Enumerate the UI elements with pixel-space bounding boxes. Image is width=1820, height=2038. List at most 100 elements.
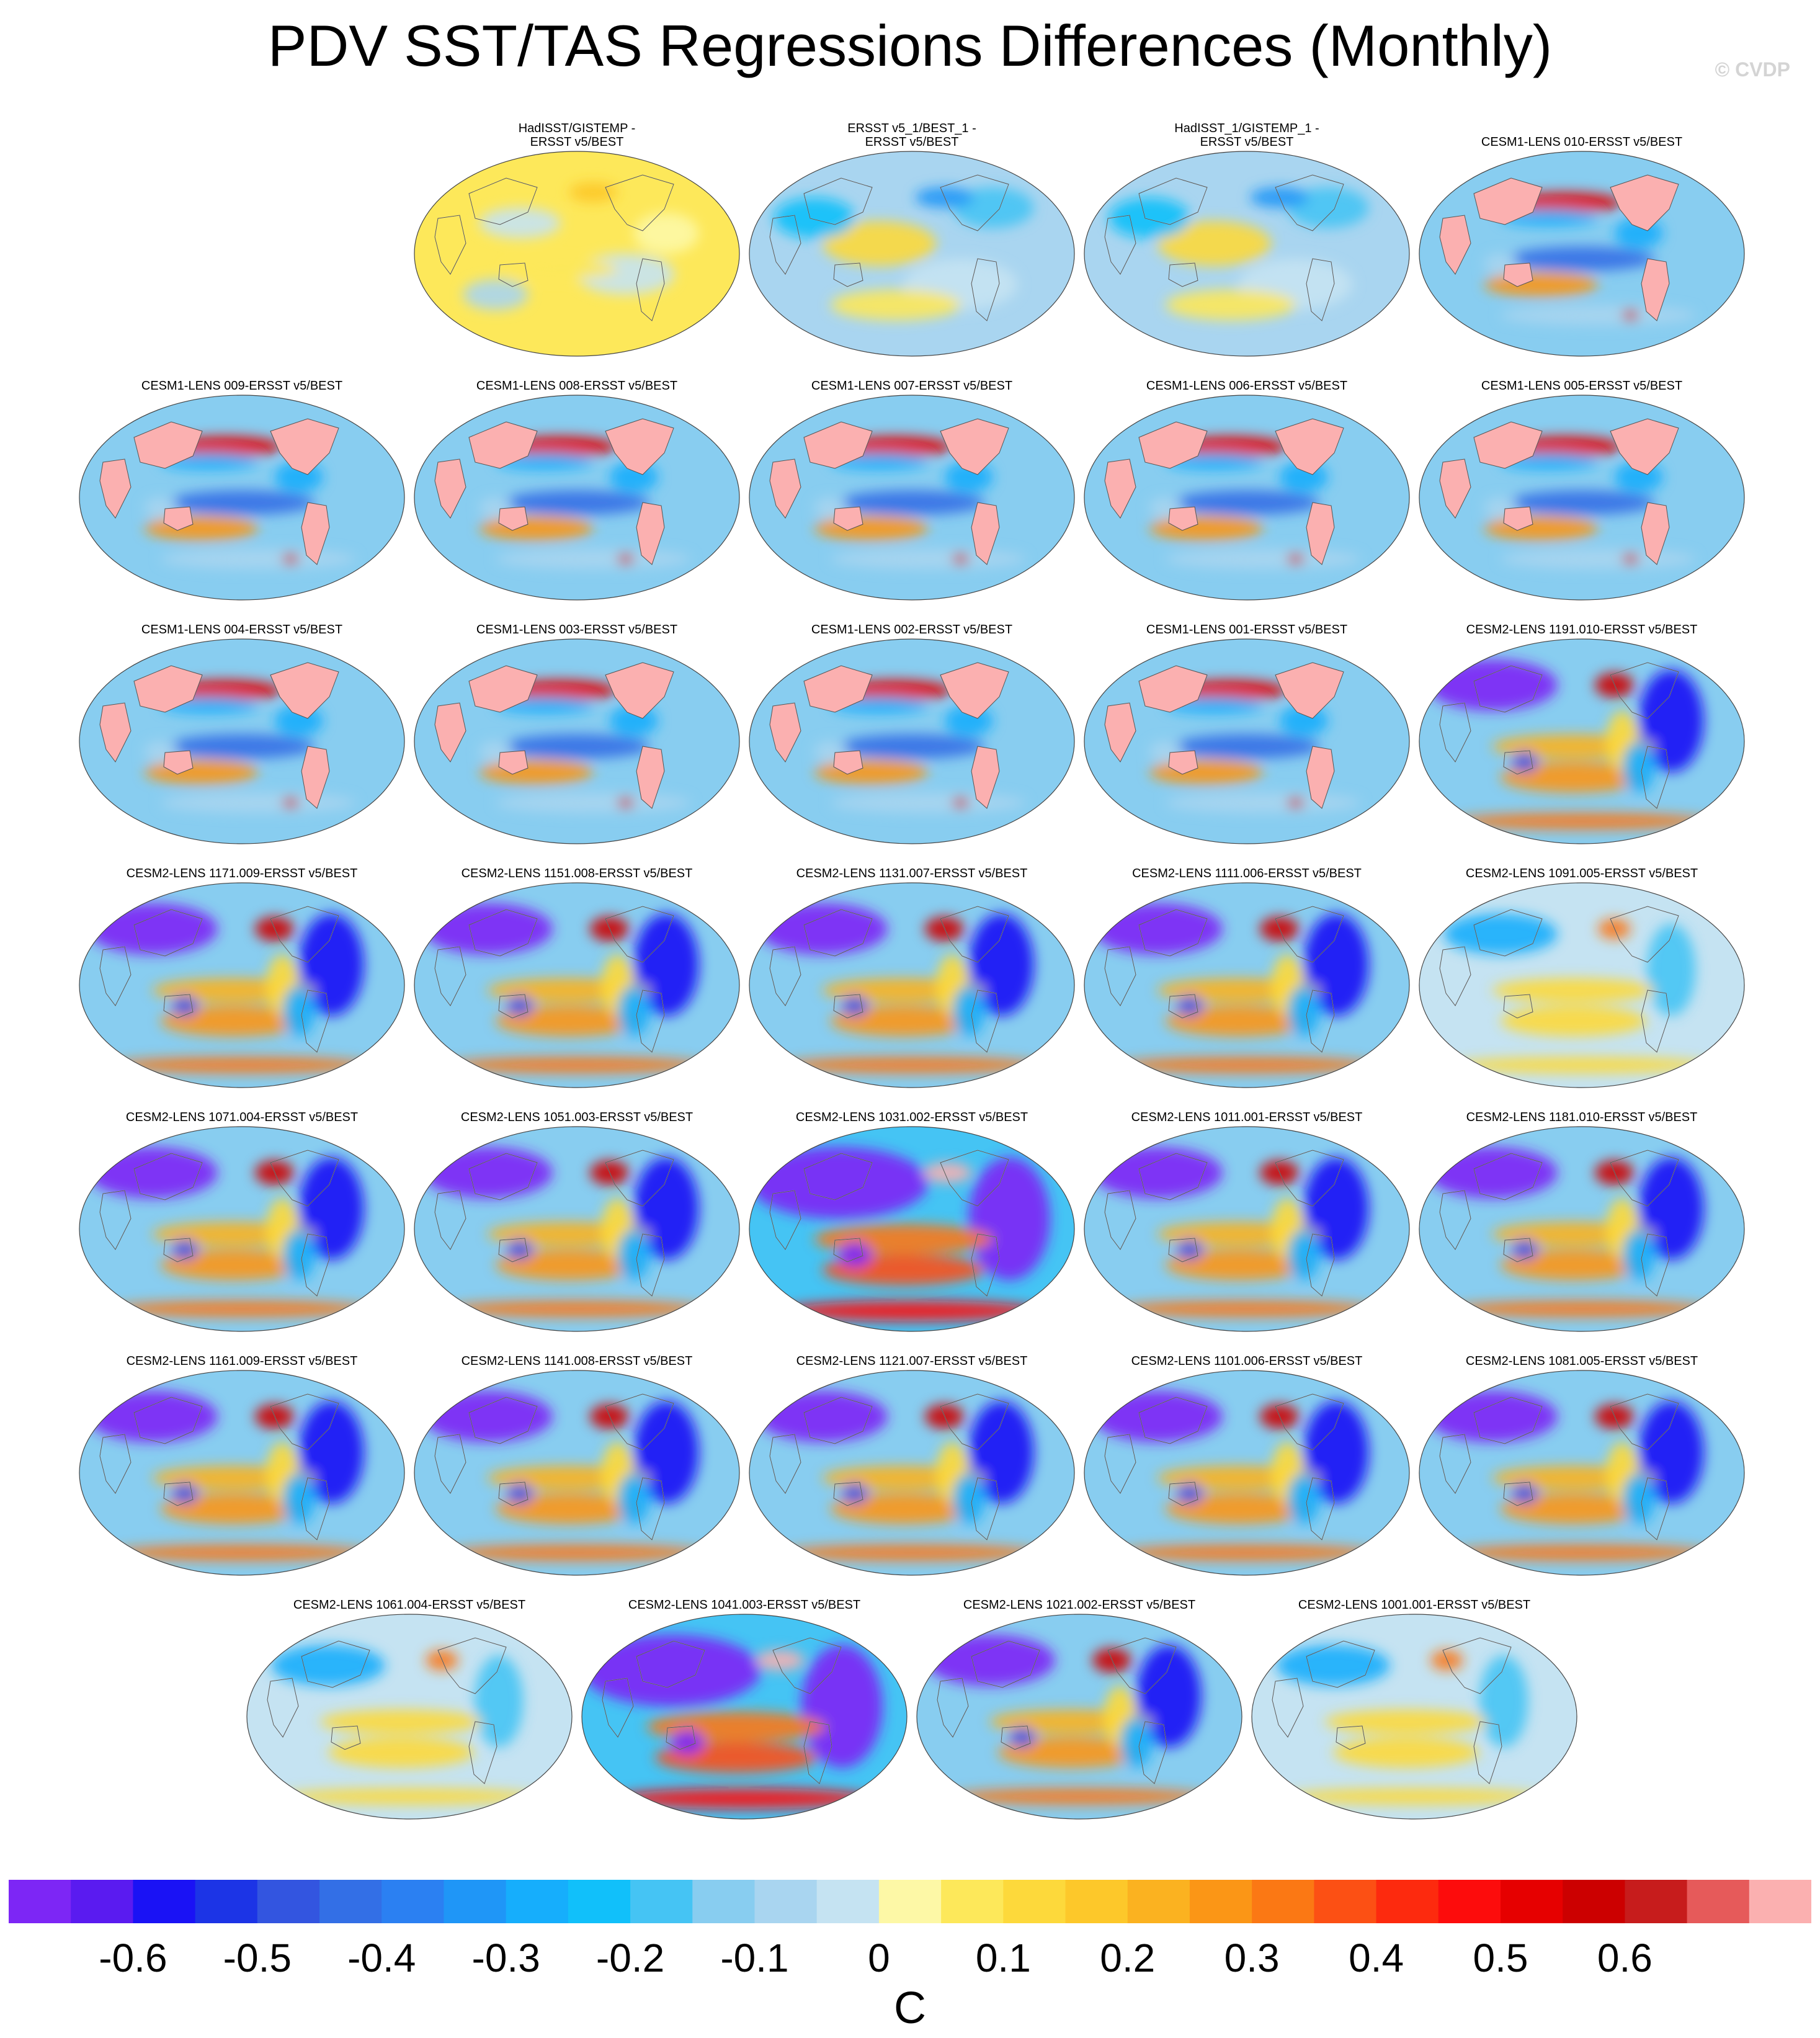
colorbar-svg [9,1880,1811,1923]
robinson-map [413,1125,741,1333]
map-panel: CESM2-LENS 1021.002-ERSST v5/BEST [912,1581,1247,1823]
map-panel: CESM2-LENS 1031.002-ERSST v5/BEST [744,1093,1079,1335]
figure-title: PDV SST/TAS Regressions Differences (Mon… [267,13,1553,78]
map-panel-title: CESM1-LENS 010-ERSST v5/BEST [1481,135,1683,149]
colorbar-swatch [878,1880,942,1923]
map-panel-title: CESM2-LENS 1051.003-ERSST v5/BEST [460,1111,694,1124]
map-panel: CESM2-LENS 1091.005-ERSST v5/BEST [1414,849,1749,1091]
map-panel: CESM2-LENS 1041.003-ERSST v5/BEST [577,1581,912,1823]
colorbar [9,1880,1811,1923]
map-panel: CESM2-LENS 1171.009-ERSST v5/BEST [74,849,409,1091]
robinson-map [748,638,1076,845]
colorbar-swatch [692,1880,755,1923]
robinson-map [1083,638,1411,845]
map-panel: CESM1-LENS 009-ERSST v5/BEST [74,362,409,604]
map-panel-title: HadISST_1/GISTEMP_1 - ERSST v5/BEST [1174,122,1319,149]
colorbar-swatch [1625,1880,1688,1923]
map-panel-title: CESM1-LENS 002-ERSST v5/BEST [811,623,1013,637]
map-panel-title: CESM2-LENS 1041.003-ERSST v5/BEST [628,1598,861,1612]
colorbar-tick-label: 0.1 [975,1936,1031,1980]
map-panel: CESM1-LENS 007-ERSST v5/BEST [744,362,1079,604]
colorbar-swatch [1065,1880,1128,1923]
colorbar-swatch [319,1880,382,1923]
map-panel: CESM1-LENS 005-ERSST v5/BEST [1414,362,1749,604]
robinson-map [78,882,406,1089]
colorbar-swatch [1003,1880,1066,1923]
robinson-map [1418,150,1746,357]
colorbar-swatch [1687,1880,1750,1923]
colorbar-units-label: C [894,1983,926,2033]
map-panel: CESM2-LENS 1121.007-ERSST v5/BEST [744,1337,1079,1579]
map-panel: CESM2-LENS 1051.003-ERSST v5/BEST [409,1093,744,1335]
map-panel-title: CESM2-LENS 1151.008-ERSST v5/BEST [461,867,693,880]
map-panel: CESM1-LENS 008-ERSST v5/BEST [409,362,744,604]
map-panel-title: CESM2-LENS 1181.010-ERSST v5/BEST [1466,1111,1698,1124]
robinson-map [1083,1125,1411,1333]
map-panel-title: CESM1-LENS 006-ERSST v5/BEST [1146,379,1348,393]
colorbar-swatch [1563,1880,1625,1923]
map-panel-title: CESM1-LENS 003-ERSST v5/BEST [476,623,678,637]
colorbar-swatch [941,1880,1004,1923]
colorbar-tick-label: 0 [868,1936,890,1980]
map-panel: HadISST/GISTEMP - ERSST v5/BEST [409,118,744,360]
map-panel: CESM1-LENS 006-ERSST v5/BEST [1079,362,1414,604]
map-panel: CESM2-LENS 1191.010-ERSST v5/BEST [1414,606,1749,847]
colorbar-tick-label: -0.1 [720,1936,789,1980]
map-panel-title: CESM2-LENS 1091.005-ERSST v5/BEST [1465,867,1698,880]
robinson-map [1418,394,1746,601]
robinson-map [1083,150,1411,357]
colorbar-swatch [71,1880,133,1923]
cvdp-watermark: © CVDP [1715,58,1790,81]
robinson-map [1083,1369,1411,1576]
map-panel-title: CESM2-LENS 1071.004-ERSST v5/BEST [125,1111,359,1124]
colorbar-tick-label: 0.5 [1473,1936,1528,1980]
map-panel-title: CESM2-LENS 1121.007-ERSST v5/BEST [796,1354,1028,1368]
robinson-map [916,1613,1243,1820]
map-panel-title: CESM1-LENS 001-ERSST v5/BEST [1146,623,1348,637]
robinson-map [748,1125,1076,1333]
map-panel-title: CESM2-LENS 1131.007-ERSST v5/BEST [796,867,1028,880]
robinson-map [1418,1369,1746,1576]
colorbar-swatch [1252,1880,1314,1923]
robinson-map [78,1369,406,1576]
map-panel-title: CESM2-LENS 1111.006-ERSST v5/BEST [1132,867,1362,880]
map-panel-title: CESM1-LENS 004-ERSST v5/BEST [141,623,343,637]
colorbar-swatch [568,1880,631,1923]
map-panel-title: CESM2-LENS 1061.004-ERSST v5/BEST [293,1598,526,1612]
robinson-map [1418,638,1746,845]
robinson-map [748,394,1076,601]
colorbar-swatch [9,1880,71,1923]
map-panel: HadISST_1/GISTEMP_1 - ERSST v5/BEST [1079,118,1414,360]
map-panel: CESM1-LENS 003-ERSST v5/BEST [409,606,744,847]
map-panel-title: CESM2-LENS 1101.006-ERSST v5/BEST [1131,1354,1363,1368]
robinson-map [78,1125,406,1333]
colorbar-tick-label: -0.5 [223,1936,292,1980]
robinson-map [413,394,741,601]
robinson-map [581,1613,908,1820]
robinson-map [1418,1125,1746,1333]
robinson-map [1251,1613,1578,1820]
colorbar-swatch [1189,1880,1252,1923]
map-panel: CESM2-LENS 1141.008-ERSST v5/BEST [409,1337,744,1579]
colorbar-tick-label: 0.6 [1597,1936,1653,1980]
map-panel-title: CESM2-LENS 1081.005-ERSST v5/BEST [1465,1354,1698,1368]
map-panel: CESM2-LENS 1011.001-ERSST v5/BEST [1079,1093,1414,1335]
colorbar-swatch [630,1880,693,1923]
map-panel: CESM2-LENS 1181.010-ERSST v5/BEST [1414,1093,1749,1335]
map-panel: ERSST v5_1/BEST_1 - ERSST v5/BEST [744,118,1079,360]
colorbar-tick-label: -0.3 [471,1936,540,1980]
map-panel: CESM2-LENS 1071.004-ERSST v5/BEST [74,1093,409,1335]
map-panel: CESM2-LENS 1061.004-ERSST v5/BEST [242,1581,577,1823]
colorbar-swatch [1438,1880,1501,1923]
robinson-map [413,1369,741,1576]
map-panel: CESM2-LENS 1001.001-ERSST v5/BEST [1247,1581,1582,1823]
colorbar-swatch [816,1880,880,1923]
colorbar-tick-label: -0.6 [99,1936,167,1980]
robinson-map [78,394,406,601]
robinson-map [78,638,406,845]
map-panel: CESM2-LENS 1101.006-ERSST v5/BEST [1079,1337,1414,1579]
map-panel: CESM2-LENS 1081.005-ERSST v5/BEST [1414,1337,1749,1579]
map-panel-title: HadISST/GISTEMP - ERSST v5/BEST [518,122,636,149]
map-panel-title: CESM2-LENS 1021.002-ERSST v5/BEST [963,1598,1196,1612]
colorbar-swatch [257,1880,320,1923]
